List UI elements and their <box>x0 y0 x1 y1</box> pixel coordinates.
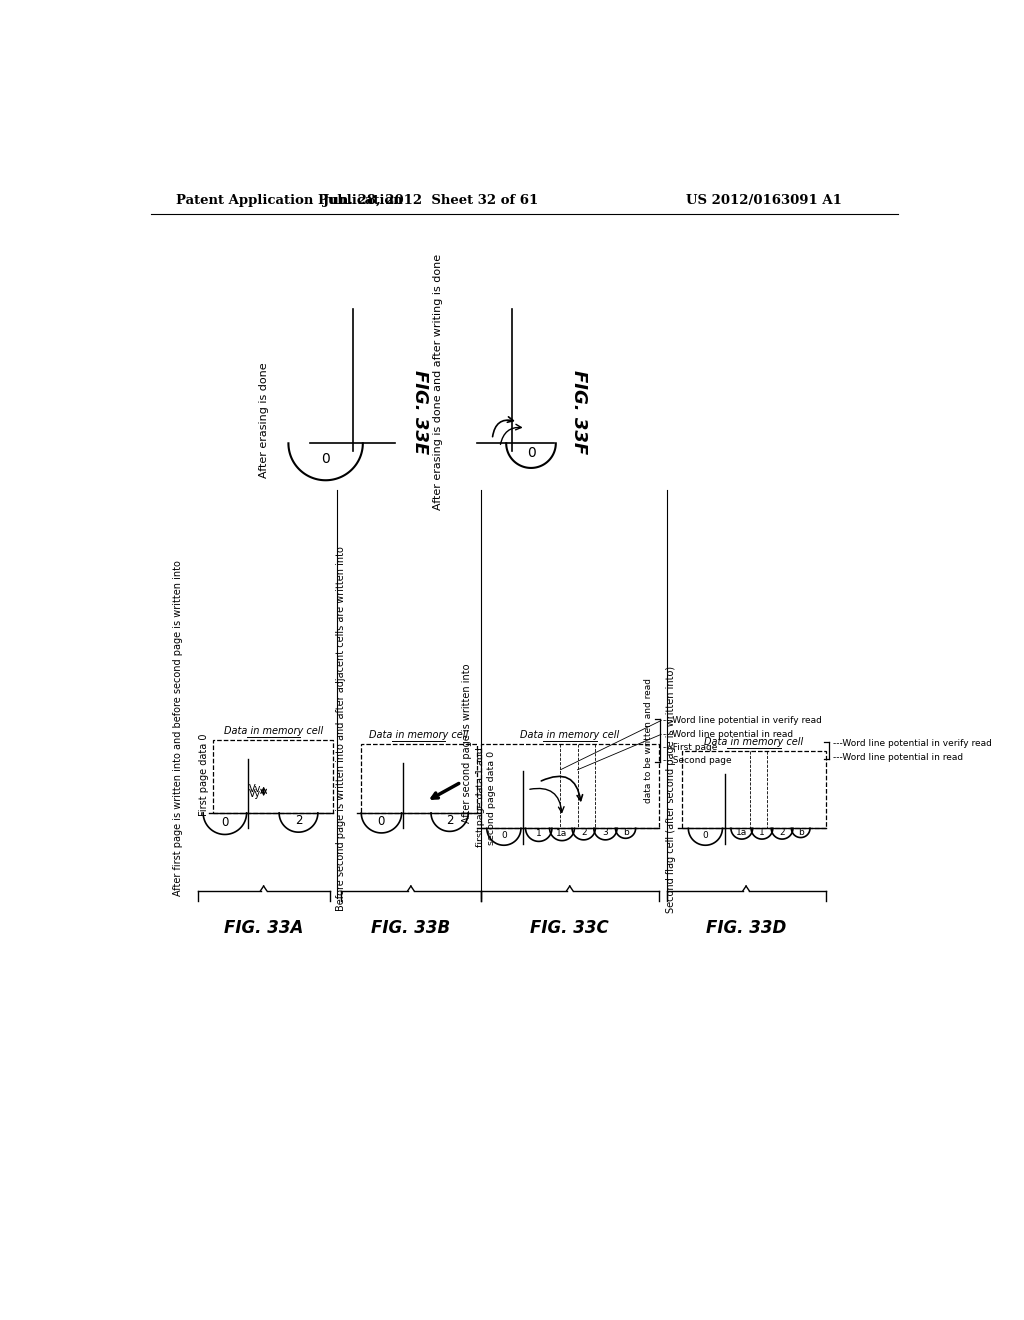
Text: Vy: Vy <box>249 788 261 799</box>
Text: Second flag cell (after second page is written into): Second flag cell (after second page is w… <box>666 667 676 913</box>
Text: ---First page: ---First page <box>663 743 717 752</box>
Text: After first page is written into and before second page is written into: After first page is written into and bef… <box>173 560 183 896</box>
Text: 0: 0 <box>378 814 385 828</box>
Text: Data in memory cell: Data in memory cell <box>223 726 323 737</box>
Text: 0: 0 <box>221 816 228 829</box>
Text: US 2012/0163091 A1: US 2012/0163091 A1 <box>685 194 842 207</box>
Text: b: b <box>623 828 629 837</box>
Text: 1: 1 <box>536 829 542 838</box>
Text: ---Second page: ---Second page <box>663 756 731 766</box>
Text: FIG. 33E: FIG. 33E <box>411 371 429 454</box>
Text: 2: 2 <box>581 829 587 837</box>
Text: Jun. 28, 2012  Sheet 32 of 61: Jun. 28, 2012 Sheet 32 of 61 <box>323 194 538 207</box>
Text: Data in memory cell: Data in memory cell <box>520 730 620 739</box>
Text: data to be written and read: data to be written and read <box>644 678 653 803</box>
Text: 1: 1 <box>759 829 765 837</box>
Text: FIG. 33A: FIG. 33A <box>224 920 303 937</box>
Text: Patent Application Publication: Patent Application Publication <box>176 194 402 207</box>
Text: After second page is written into: After second page is written into <box>463 664 472 824</box>
Text: ---Word line potential in verify read: ---Word line potential in verify read <box>663 715 821 725</box>
Text: Vv: Vv <box>249 784 261 795</box>
Text: FIG. 33B: FIG. 33B <box>372 920 451 937</box>
Text: ---Word line potential in verify read: ---Word line potential in verify read <box>834 739 992 748</box>
Text: 0: 0 <box>702 830 709 840</box>
Text: ---Word line potential in read: ---Word line potential in read <box>663 730 793 739</box>
Text: 0: 0 <box>322 451 330 466</box>
Text: 0: 0 <box>501 830 507 840</box>
Text: First page data 0: First page data 0 <box>199 733 209 816</box>
Text: 1a: 1a <box>736 829 748 837</box>
Text: Before second page is written into and after adjacent cells are written into: Before second page is written into and a… <box>336 545 346 911</box>
Text: 2: 2 <box>445 814 454 828</box>
Text: FIG. 33C: FIG. 33C <box>530 920 609 937</box>
Text: 3: 3 <box>602 829 608 837</box>
Text: first page data 1 and
second page data 0: first page data 1 and second page data 0 <box>476 747 496 847</box>
Text: FIG. 33F: FIG. 33F <box>569 371 588 454</box>
Text: After erasing is done: After erasing is done <box>259 363 268 478</box>
Text: 0: 0 <box>526 446 536 461</box>
Text: ---Word line potential in read: ---Word line potential in read <box>834 752 964 762</box>
Text: FIG. 33D: FIG. 33D <box>706 920 785 937</box>
Text: 2: 2 <box>295 814 302 828</box>
Text: b: b <box>798 828 804 837</box>
Text: Data in memory cell: Data in memory cell <box>369 730 468 739</box>
Text: 2: 2 <box>779 829 785 837</box>
Text: After erasing is done and after writing is done: After erasing is done and after writing … <box>433 253 443 510</box>
Text: 1a: 1a <box>556 829 567 838</box>
Text: Data in memory cell: Data in memory cell <box>705 738 804 747</box>
